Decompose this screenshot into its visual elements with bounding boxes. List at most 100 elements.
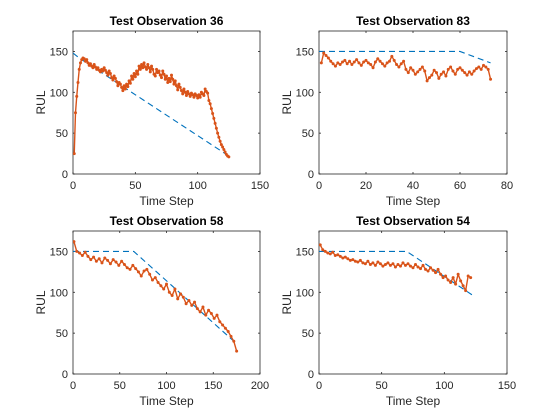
predicted-rul-point [178,85,182,89]
predicted-rul-point [75,249,79,253]
true-rul-line [73,250,237,345]
predicted-rul-point [444,74,448,78]
predicted-rul-point [92,255,96,259]
y-tick-label: 150 [296,246,314,258]
predicted-rul-point [348,59,352,63]
predicted-rul-point [419,267,423,271]
y-tick-label: 100 [50,87,68,99]
predicted-rul-point [209,312,213,316]
predicted-rul-point [331,250,335,254]
predicted-rul-point [425,79,429,83]
predicted-rul-point [359,63,363,67]
predicted-rul-point [156,280,160,284]
predicted-rul-point [145,267,149,271]
predicted-rul-point [326,251,330,255]
predicted-rul-point [133,75,137,79]
x-tick-label: 100 [157,380,175,392]
predicted-rul-point [77,67,81,71]
predicted-rul-point [368,263,372,266]
predicted-rul-point [138,67,142,71]
predicted-rul-point [73,152,76,156]
predicted-rul-point [408,264,412,268]
y-tick-label: 50 [302,128,314,140]
predicted-rul-point [386,261,390,265]
predicted-rul-point [463,71,467,75]
x-tick-label: 40 [407,180,419,192]
predicted-rul-point [469,276,473,280]
predicted-rul-point [338,254,342,258]
predicted-rul-point [383,263,387,266]
predicted-rul-point [207,308,211,312]
predicted-rul-point [418,67,422,71]
predicted-rul-point [112,74,116,78]
predicted-rul-point [324,54,328,58]
y-axis-label: RUL [34,90,48,114]
y-tick-label: 100 [296,287,314,299]
predicted-rul-point [183,90,187,94]
predicted-rul-point [378,262,382,266]
predicted-rul-point [97,257,101,261]
predicted-rul-point [165,282,168,286]
predicted-rul-point [114,260,118,264]
predicted-rul-point [226,330,230,334]
predicted-rul-point [341,60,344,64]
y-tick-label: 0 [308,169,314,181]
predicted-rul-point [482,63,485,67]
predicted-rul-point [212,116,216,120]
predicted-rul-point [102,66,106,70]
predicted-rul-point [343,58,347,62]
x-tick-label: 150 [204,380,222,392]
predicted-rul-point [449,65,453,69]
predicted-rul-point [328,252,332,256]
predicted-rul-point [383,64,387,68]
predicted-rul-point [203,87,207,91]
predicted-rul-point [336,253,340,257]
predicted-rul-point [201,305,205,309]
predicted-rul-point [143,65,147,69]
predicted-rul-point [125,266,129,270]
predicted-rul-point [159,284,163,288]
predicted-rul-point [489,77,493,81]
predicted-rul-point [346,257,350,261]
predicted-rul-point [458,66,462,70]
predicted-rul-point [352,60,356,64]
predicted-rul-point [150,64,154,68]
predicted-rul-point [215,313,219,317]
predicted-rul-point [132,71,136,75]
predicted-rul-point [173,287,177,291]
predicted-rul-point [135,69,139,73]
x-tick-label: 0 [316,180,322,192]
predicted-rul-point [401,261,405,265]
x-tick-label: 20 [360,180,372,192]
predicted-rul-point [388,59,391,63]
true-rul-line [73,52,230,157]
predicted-rul-point [436,267,440,271]
axes-box [318,30,508,175]
predicted-rul-point [100,261,104,265]
predicted-rul-point [204,313,208,317]
predicted-rul-point [190,303,194,307]
predicted-rul-point [431,268,435,272]
predicted-rul-point [464,289,468,293]
predicted-rul-point [186,89,190,93]
predicted-rul-point [363,262,367,266]
y-tick-label: 50 [56,128,68,140]
predicted-rul-point [146,63,150,66]
predicted-rul-point [424,267,428,271]
predicted-rul-point [176,297,180,301]
predicted-rul-point [123,87,127,91]
predicted-rul-point [399,62,403,66]
x-axis-label: Time Step [386,394,441,408]
predicted-rul-point [439,272,443,276]
predicted-rul-point [172,82,176,86]
predicted-rul-point [403,263,407,267]
predicted-rul-point [451,69,455,73]
predicted-rul-point [444,274,448,278]
predicted-rul-point [136,270,140,274]
predicted-rul-point [92,63,96,66]
predicted-rul-point [106,73,110,77]
predicted-rul-point [202,94,206,98]
x-tick-label: 0 [316,380,322,392]
predicted-rul-point [140,63,144,66]
